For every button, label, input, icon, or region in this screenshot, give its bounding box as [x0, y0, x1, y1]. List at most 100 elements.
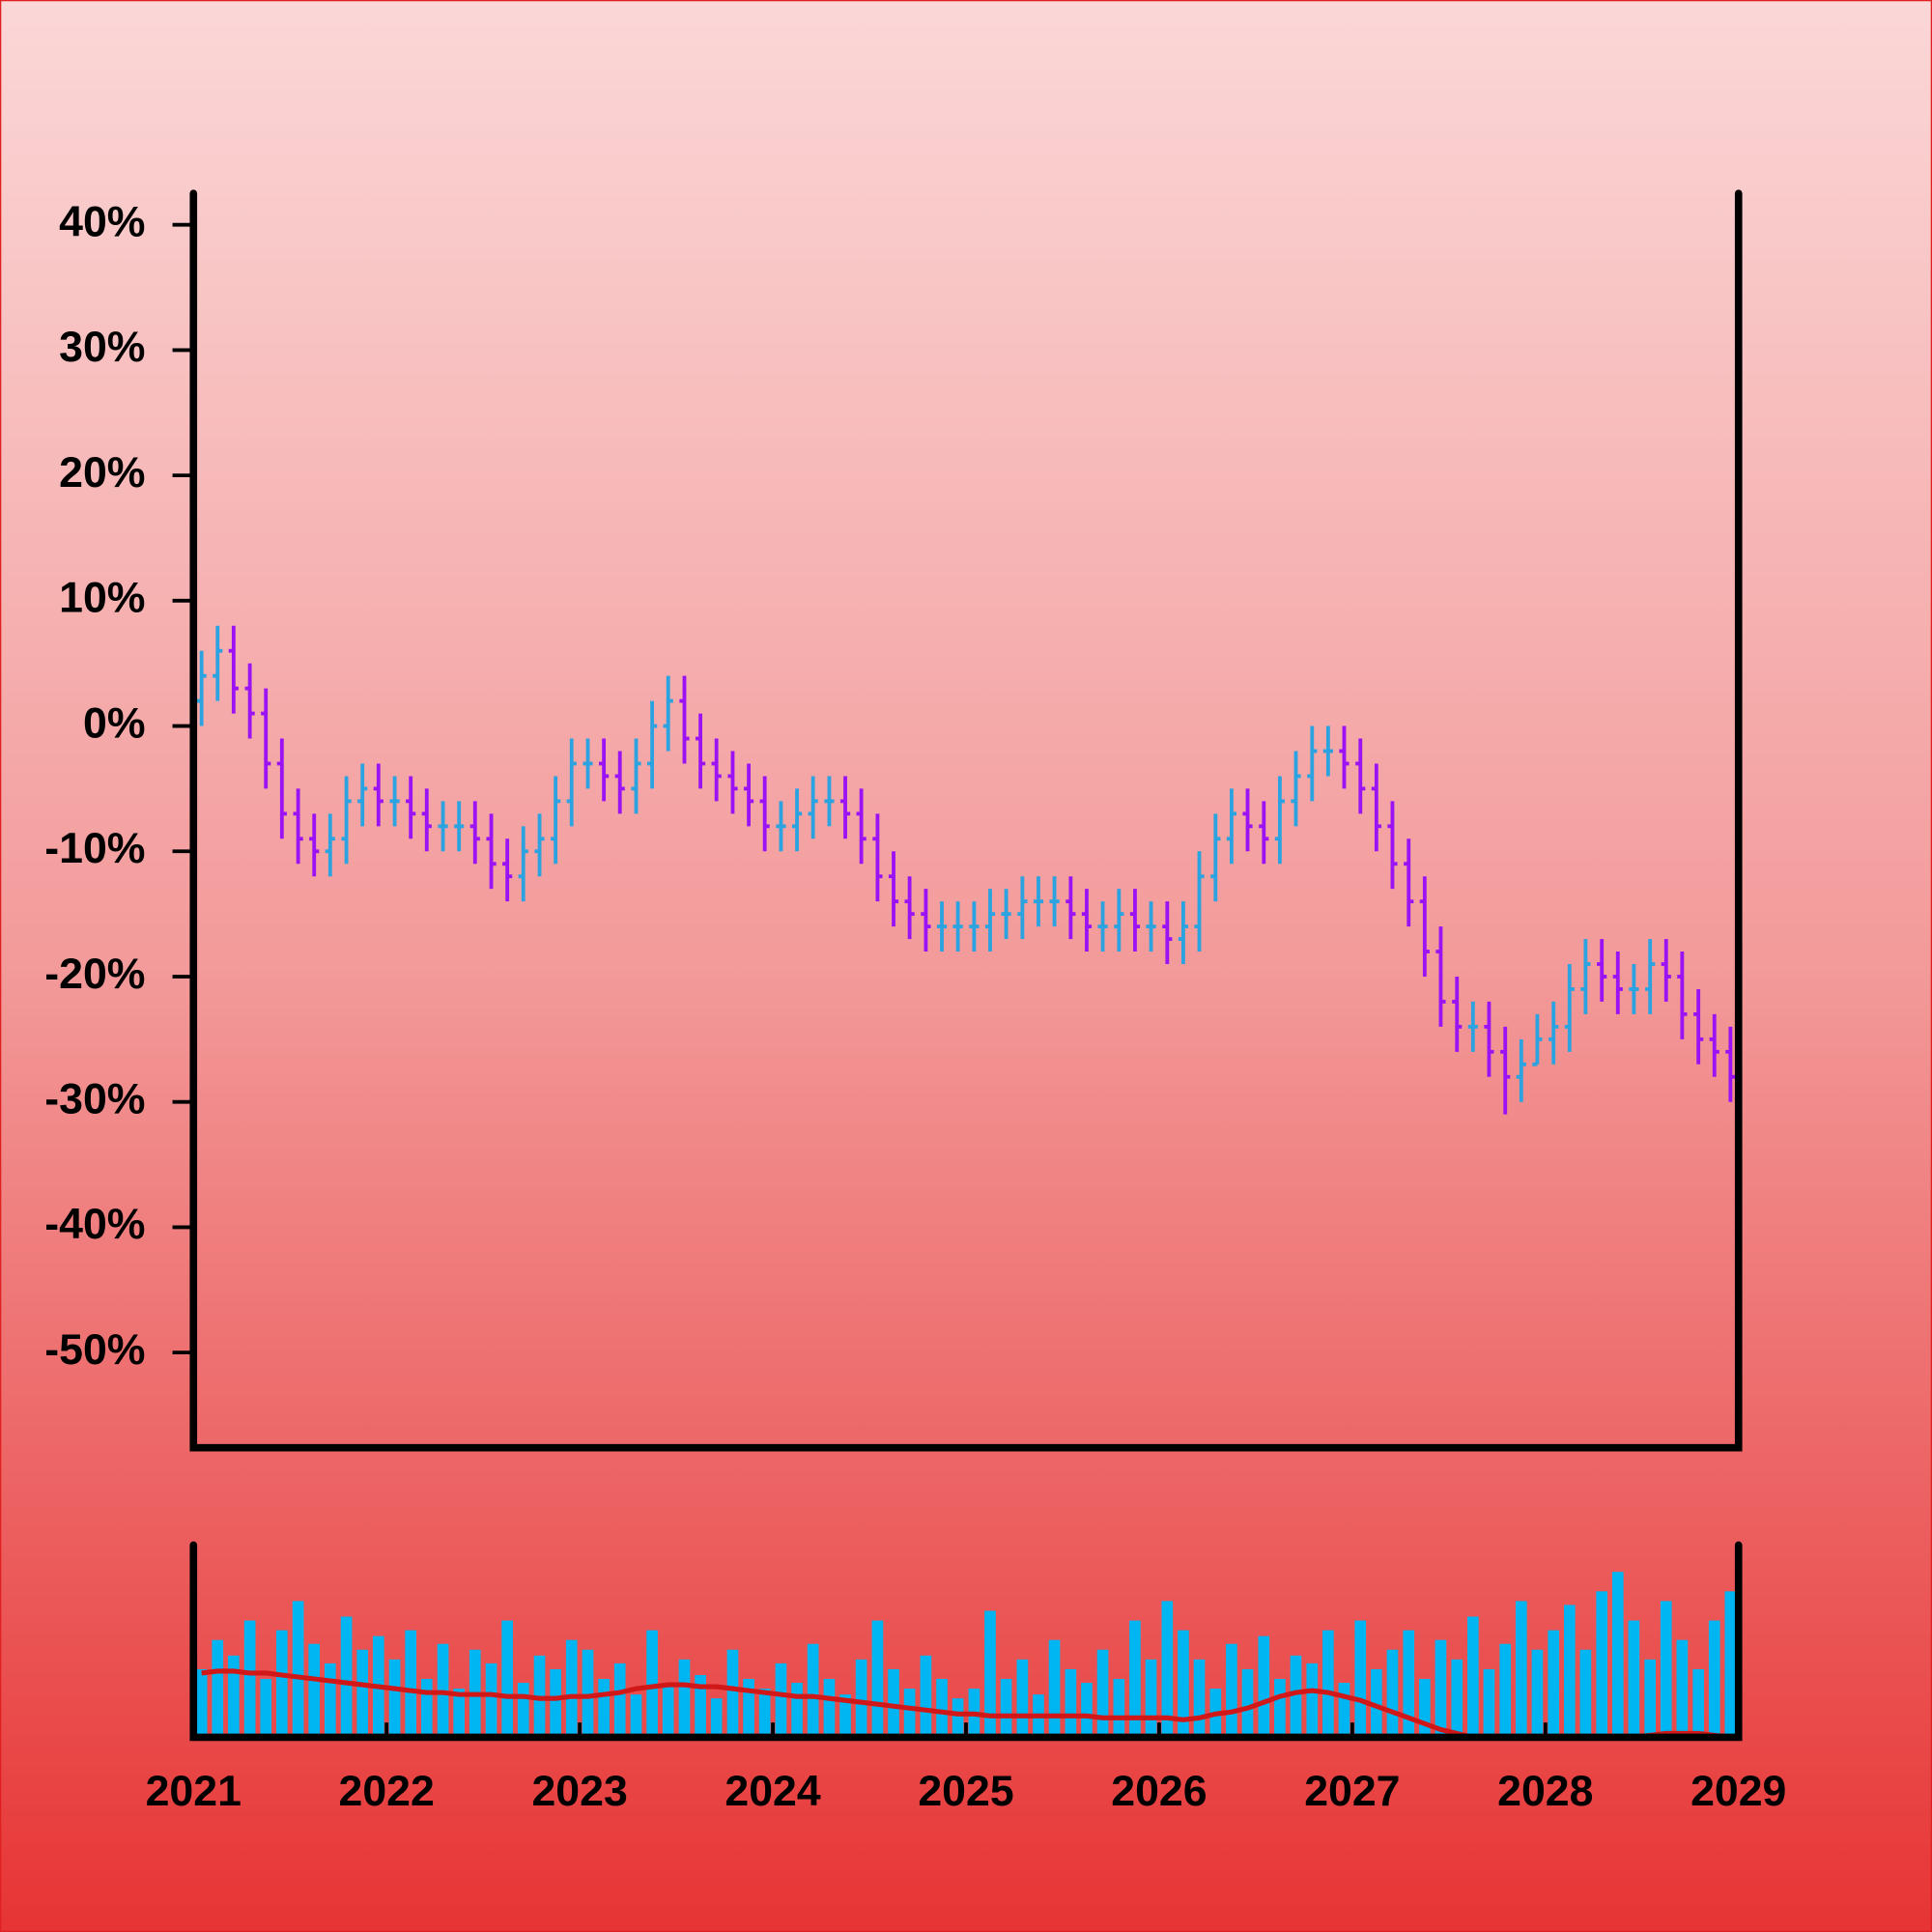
ohlc-bar: [566, 738, 577, 827]
ohlc-bar: [357, 763, 368, 827]
volume-bar: [823, 1679, 836, 1738]
ohlc-bar: [599, 738, 610, 802]
volume-bar: [1354, 1620, 1367, 1738]
ohlc-bar: [389, 776, 400, 827]
ohlc-bar: [1259, 801, 1269, 865]
volume-bar: [710, 1698, 723, 1738]
volume-bar: [1290, 1655, 1302, 1738]
ohlc-bar: [1387, 801, 1398, 890]
y-tick-label: 10%: [59, 575, 145, 622]
volume-bar: [678, 1659, 691, 1738]
volume-bar: [1483, 1668, 1495, 1738]
volume-bar: [758, 1689, 771, 1738]
volume-bar: [501, 1620, 513, 1738]
y-tick-label: -10%: [44, 825, 145, 872]
ohlc-bar: [1661, 939, 1671, 1002]
ohlc-bar: [791, 788, 803, 852]
ohlc-bar: [518, 826, 528, 902]
ohlc-bar: [582, 738, 593, 789]
y-tick-label: -40%: [44, 1201, 145, 1248]
ohlc-bar: [1307, 725, 1318, 802]
ohlc-bar: [663, 675, 673, 752]
ohlc-bar: [196, 650, 207, 726]
ohlc-bar: [1564, 964, 1575, 1052]
volume-bar: [807, 1643, 819, 1738]
ohlc-bar: [1532, 1013, 1543, 1066]
ohlc-bar: [1548, 1001, 1559, 1065]
volume-bar: [726, 1649, 739, 1738]
ohlc-bar: [1178, 901, 1189, 965]
ohlc-bar: [309, 813, 320, 877]
price-panel: 40% 30% 20% 10% 0% -10% -20% -30% -40% -50%: [44, 198, 1736, 1374]
ohlc-bar: [936, 901, 948, 952]
ohlc-bar: [502, 838, 513, 902]
volume-bar: [1322, 1630, 1334, 1738]
ohlc-bar: [888, 851, 899, 927]
volume-bar: [243, 1620, 256, 1738]
ohlc-bar: [921, 889, 931, 952]
volume-bar: [1113, 1679, 1125, 1738]
ohlc-bar: [1162, 901, 1173, 965]
volume-bar: [1371, 1668, 1382, 1738]
ohlc-bar: [373, 763, 384, 827]
ohlc-bar: [261, 688, 271, 789]
ohlc-bar: [969, 901, 980, 952]
x-tick-label: 2027: [1304, 1768, 1400, 1815]
ohlc-bar: [1226, 788, 1237, 865]
y-tick-label: 20%: [59, 449, 145, 497]
ohlc-bar: [1097, 901, 1108, 952]
volume-bar: [1515, 1601, 1527, 1738]
ohlc-bar: [244, 663, 255, 739]
x-tick-label: 2022: [339, 1768, 435, 1815]
volume-bar: [888, 1668, 899, 1738]
ohlc-bar: [856, 788, 867, 865]
volume-bar: [1724, 1591, 1737, 1738]
volume-bar: [1676, 1639, 1689, 1738]
volume-bar: [1178, 1630, 1189, 1738]
volume-bar: [791, 1683, 803, 1738]
ohlc-bar: [1725, 1026, 1736, 1102]
ohlc-bar: [743, 763, 754, 827]
volume-bar: [1660, 1601, 1672, 1738]
volume-bar: [952, 1698, 964, 1738]
volume-bar: [1000, 1679, 1012, 1738]
ohlc-bar: [1597, 939, 1607, 1002]
volume-bar: [1708, 1620, 1720, 1738]
ohlc-bar: [1435, 926, 1446, 1027]
ohlc-bar: [1419, 876, 1430, 977]
ohlc-bar: [1274, 776, 1285, 865]
volume-bar: [1628, 1620, 1640, 1738]
volume-bar: [775, 1662, 787, 1738]
volume-bar: [1419, 1679, 1431, 1738]
volume-panel: 2021 2022 2023 2024 2025 2026 2027 2028 2029: [146, 1572, 1786, 1815]
ohlc-bar: [1516, 1038, 1526, 1102]
volume-bar: [1274, 1679, 1286, 1738]
ohlc-bar: [1242, 788, 1253, 852]
volume-bar: [485, 1662, 497, 1738]
volume-bar: [1081, 1683, 1093, 1738]
ohlc-bar: [325, 813, 335, 877]
volume-bar: [646, 1630, 658, 1738]
volume-bar: [1531, 1649, 1544, 1738]
volume-bar: [260, 1679, 272, 1738]
volume-bar: [582, 1649, 594, 1738]
ohlc-bar: [276, 738, 287, 839]
ohlc-bar: [213, 625, 223, 701]
ohlc-bar: [293, 788, 303, 865]
volume-bar: [613, 1662, 626, 1738]
volume-bar: [1258, 1635, 1270, 1738]
axes: [189, 189, 1743, 1742]
y-tick-label: 40%: [59, 198, 145, 245]
volume-bar: [871, 1620, 884, 1738]
ohlc-bar: [1114, 889, 1124, 952]
ohlc-bar: [469, 801, 480, 865]
x-tick-label: 2023: [531, 1768, 627, 1815]
volume-bar: [1386, 1649, 1399, 1738]
x-tick-label: 2024: [724, 1768, 820, 1815]
ohlc-bar: [1693, 988, 1704, 1065]
volume-bar: [1644, 1659, 1657, 1738]
ohlc-bar: [1033, 876, 1044, 927]
volume-bar: [1161, 1601, 1174, 1738]
ohlc-bar: [872, 813, 883, 902]
